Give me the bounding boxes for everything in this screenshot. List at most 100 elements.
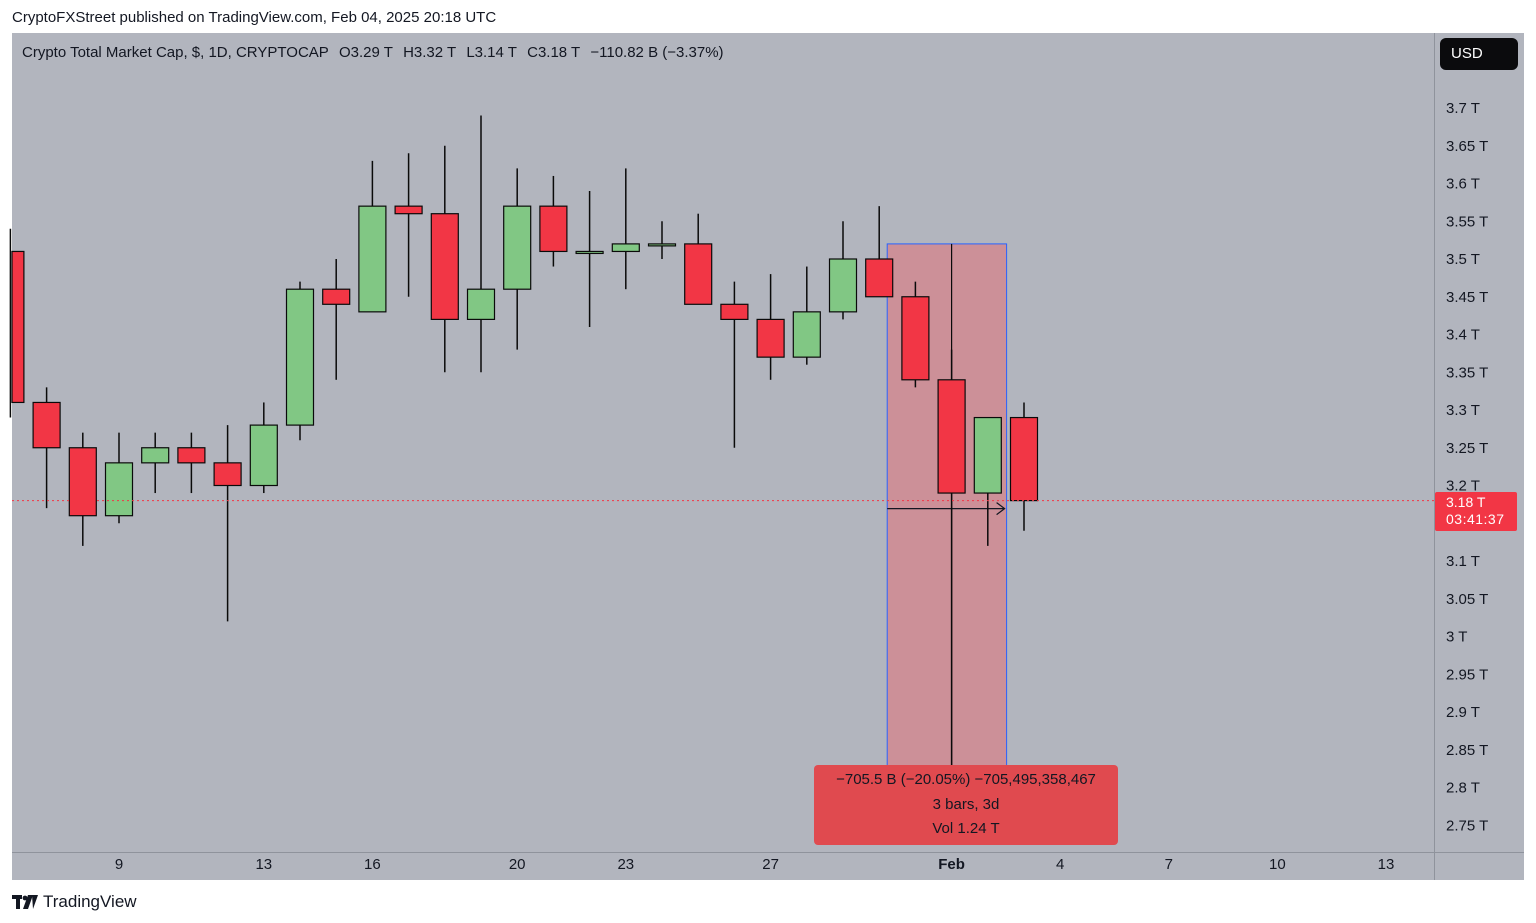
x-tick-label: 9 bbox=[115, 856, 123, 873]
y-tick-label: 3.3 T bbox=[1446, 402, 1480, 419]
y-tick-label: 3 T bbox=[1446, 629, 1467, 646]
y-tick-label: 3.7 T bbox=[1446, 100, 1480, 117]
candle-down bbox=[720, 281, 749, 448]
candle-up bbox=[575, 191, 604, 327]
legend-change: −110.82 B (−3.37%) bbox=[590, 44, 724, 61]
candle-body bbox=[285, 288, 315, 426]
candle-down bbox=[756, 274, 785, 380]
currency-button[interactable]: USD bbox=[1440, 38, 1518, 70]
candle-up bbox=[358, 160, 387, 313]
candle-body bbox=[684, 243, 713, 305]
candle-down bbox=[937, 349, 966, 780]
y-tick-label: 3.45 T bbox=[1446, 289, 1488, 306]
x-tick-label: 16 bbox=[364, 856, 381, 873]
y-tick-label: 3.25 T bbox=[1446, 440, 1488, 457]
y-tick-label: 3.5 T bbox=[1446, 251, 1480, 268]
y-tick-label: 3.65 T bbox=[1446, 138, 1488, 155]
y-tick-label: 2.8 T bbox=[1446, 780, 1480, 797]
candle-up bbox=[249, 402, 278, 494]
candle-up bbox=[503, 168, 532, 350]
x-tick-label: 7 bbox=[1165, 856, 1173, 873]
candle-down bbox=[1009, 402, 1039, 531]
y-tick-label: 3.35 T bbox=[1446, 364, 1488, 381]
y-tick-label: 3.55 T bbox=[1446, 213, 1488, 230]
candle-body bbox=[11, 250, 25, 404]
last-price-value: 3.18 T bbox=[1446, 494, 1486, 510]
candle-body bbox=[466, 288, 496, 321]
candle-body bbox=[937, 379, 966, 494]
candle-body bbox=[394, 205, 423, 215]
measure-volume: Vol 1.24 T bbox=[932, 820, 1000, 837]
x-tick-label: Feb bbox=[938, 856, 965, 873]
measure-arrow-head bbox=[996, 502, 1006, 516]
candle-down bbox=[430, 145, 459, 373]
candle-body bbox=[756, 318, 785, 358]
candles-layer bbox=[9, 115, 1039, 780]
candle-body bbox=[213, 462, 242, 487]
candle-up bbox=[647, 221, 677, 259]
candle-body bbox=[503, 205, 532, 290]
candle-body bbox=[141, 447, 170, 464]
candle-down bbox=[901, 281, 930, 388]
tradingview-footer[interactable]: TradingView bbox=[12, 890, 137, 914]
y-tick-label: 3.4 T bbox=[1446, 327, 1480, 344]
candle-body bbox=[104, 462, 134, 517]
x-tick-label: 13 bbox=[255, 856, 272, 873]
candle-up bbox=[792, 266, 821, 365]
candle-body bbox=[647, 243, 677, 247]
x-tick-label: 23 bbox=[617, 856, 634, 873]
candle-body bbox=[32, 401, 61, 449]
bar-countdown: 03:41:37 bbox=[1446, 511, 1505, 527]
candle-body bbox=[973, 416, 1002, 494]
candle-up bbox=[828, 221, 858, 320]
candle-down bbox=[539, 175, 568, 267]
y-tick-label: 3.2 T bbox=[1446, 478, 1480, 495]
tradingview-logo-icon bbox=[12, 895, 38, 909]
candle-down bbox=[32, 387, 61, 509]
candle-body bbox=[322, 288, 351, 305]
legend-symbol: Crypto Total Market Cap, $, 1D, CRYPTOCA… bbox=[22, 44, 329, 61]
candle-body bbox=[1009, 416, 1039, 502]
candle-up bbox=[104, 432, 134, 524]
candle-body bbox=[430, 213, 459, 320]
candle-up bbox=[141, 432, 170, 494]
legend-close: C3.18 T bbox=[527, 44, 581, 61]
candle-up bbox=[285, 281, 315, 441]
candle-down bbox=[177, 432, 206, 494]
candle-down bbox=[322, 259, 351, 380]
candle-body bbox=[611, 243, 640, 253]
legend-high: H3.32 T bbox=[403, 44, 457, 61]
candle-body bbox=[249, 424, 278, 487]
symbol-legend: Crypto Total Market Cap, $, 1D, CRYPTOCA… bbox=[22, 44, 730, 61]
candle-up bbox=[973, 416, 1002, 546]
candle-body bbox=[828, 258, 858, 313]
candle-body bbox=[539, 205, 568, 253]
candle-down bbox=[213, 425, 242, 622]
x-tick-label: 27 bbox=[762, 856, 779, 873]
x-tick-label: 13 bbox=[1378, 856, 1395, 873]
candle-body bbox=[792, 311, 821, 358]
footer-brand: TradingView bbox=[43, 892, 137, 911]
measure-tooltip: −705.5 B (−20.05%) −705,495,358,467 3 ba… bbox=[814, 765, 1118, 845]
y-tick-label: 2.9 T bbox=[1446, 704, 1480, 721]
y-tick-label: 2.75 T bbox=[1446, 817, 1488, 834]
candle-body bbox=[901, 296, 930, 381]
candle-body bbox=[865, 258, 894, 298]
y-tick-label: 3.1 T bbox=[1446, 553, 1480, 570]
candle-down bbox=[9, 228, 25, 418]
candle-up bbox=[466, 115, 496, 373]
candle-body bbox=[575, 250, 604, 255]
candle-down bbox=[394, 153, 423, 297]
x-tick-label: 10 bbox=[1269, 856, 1286, 873]
candle-up bbox=[611, 168, 640, 290]
last-price-label: 3.18 T 03:41:37 bbox=[1435, 492, 1517, 531]
candle-body bbox=[720, 303, 749, 320]
x-tick-label: 20 bbox=[509, 856, 526, 873]
axis-layer: 2.75 T 2.8 T 2.85 T 2.9 T 2.95 T 3 T 3.05 T 3.1… bbox=[12, 33, 1524, 880]
candle-down bbox=[865, 206, 894, 298]
measure-bars: 3 bars, 3d bbox=[932, 795, 1000, 813]
candle-down bbox=[684, 213, 713, 305]
candle-down bbox=[68, 432, 97, 546]
measure-change: −705.5 B (−20.05%) −705,495,358,467 bbox=[836, 771, 1096, 788]
